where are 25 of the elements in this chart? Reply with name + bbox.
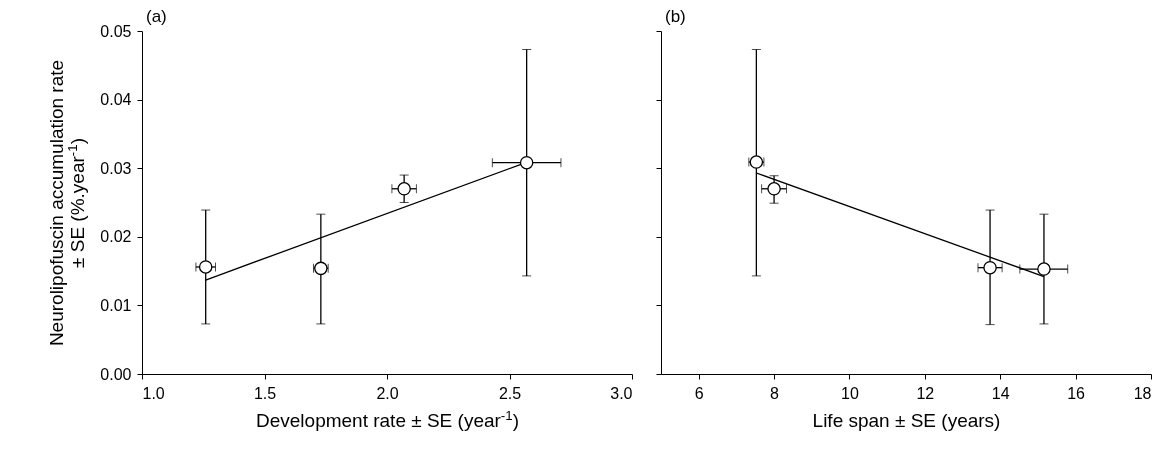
x-tick-label: 10: [841, 384, 859, 402]
y-tick-label: 0.02: [100, 228, 132, 246]
text: (b): [665, 7, 686, 26]
x-tick-label: 6: [694, 384, 704, 402]
y-tick-label: 0.01: [100, 296, 132, 314]
x-tick-label: 3.0: [610, 384, 633, 402]
y-tick-label: 0.03: [100, 159, 132, 177]
y-tick-label: 0.05: [100, 22, 132, 40]
point: [983, 260, 997, 275]
x-tick-label: 8: [770, 384, 780, 402]
x-tick-label: 1.0: [142, 384, 165, 402]
y-tick-label: 0.00: [100, 365, 132, 383]
x-axis-title: Development rate ± SE (year$^{-1}$): [255, 407, 520, 431]
x-tick-label: 1.5: [253, 384, 277, 402]
x-tick-label: 14: [991, 384, 1010, 402]
x-tick-label: 12: [916, 384, 935, 402]
x-tick-label: 16: [1067, 384, 1086, 402]
x-tick-label: 18: [1133, 384, 1152, 402]
x-tick-label: 2.0: [376, 384, 399, 402]
y-tick-label: 0.04: [100, 91, 132, 109]
x-tick-label: 2.5: [498, 384, 522, 402]
point: [1037, 262, 1051, 276]
x-axis-title: Life span ± SE (years): [812, 409, 1001, 431]
point: [767, 182, 781, 196]
text: (a): [146, 7, 167, 26]
